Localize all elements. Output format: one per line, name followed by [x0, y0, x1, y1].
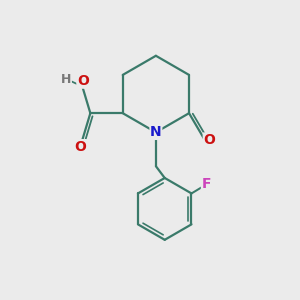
- Text: O: O: [74, 140, 86, 154]
- Text: F: F: [202, 177, 211, 191]
- Text: O: O: [203, 133, 215, 147]
- Text: N: N: [150, 125, 162, 139]
- Text: H: H: [61, 73, 71, 85]
- Text: O: O: [77, 74, 89, 88]
